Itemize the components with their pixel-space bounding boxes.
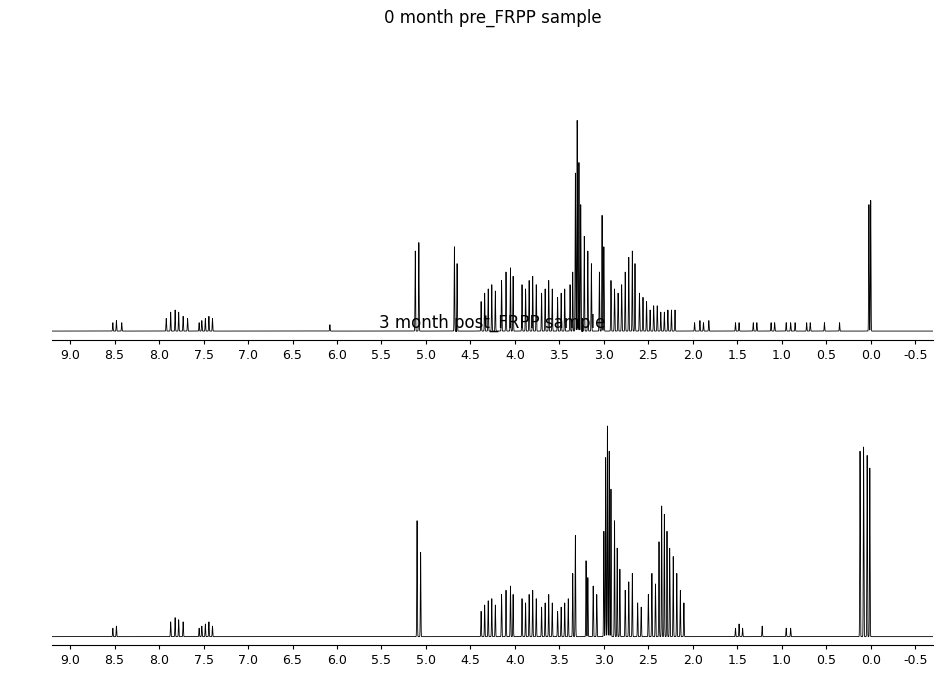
- Text: 3 month post_FRPP sample: 3 month post_FRPP sample: [380, 314, 605, 332]
- Text: 0 month pre_FRPP sample: 0 month pre_FRPP sample: [384, 8, 602, 26]
